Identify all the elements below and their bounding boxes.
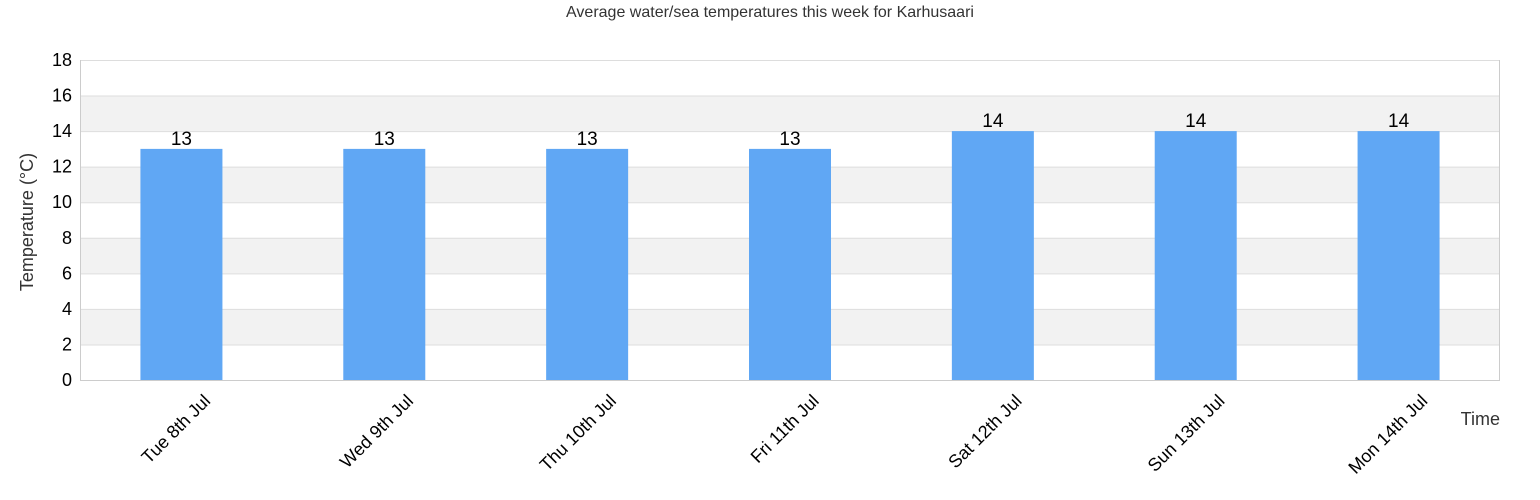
value-labels: 13 13 13 13 14 14 14 bbox=[171, 111, 1410, 150]
x-tick-label: Sun 13th Jul bbox=[1144, 391, 1229, 476]
bar-value-label: 13 bbox=[577, 129, 598, 150]
bars bbox=[140, 131, 1440, 380]
x-tick-label: Wed 9th Jul bbox=[336, 391, 417, 472]
x-tick-label: Mon 14th Jul bbox=[1344, 391, 1431, 478]
bar-value-label: 14 bbox=[982, 111, 1004, 132]
y-tick-label: 6 bbox=[62, 263, 72, 283]
x-tick-label: Thu 10th Jul bbox=[536, 391, 620, 475]
y-tick-label: 10 bbox=[52, 192, 72, 212]
bar bbox=[140, 148, 223, 380]
bar bbox=[1154, 131, 1237, 380]
bar bbox=[749, 148, 831, 380]
chart-title: Average water/sea temperatures this week… bbox=[566, 4, 974, 21]
y-tick-label: 2 bbox=[62, 334, 72, 354]
y-tick-label: 18 bbox=[52, 50, 72, 70]
x-tick-label: Sat 12th Jul bbox=[944, 391, 1025, 472]
x-axis-ticks: Tue 8th Jul Wed 9th Jul Thu 10th Jul Fri 11… bbox=[138, 391, 1432, 478]
y-tick-label: 12 bbox=[52, 157, 72, 177]
y-tick-label: 8 bbox=[62, 228, 72, 248]
bar-value-label: 14 bbox=[1185, 111, 1207, 132]
bar bbox=[951, 131, 1034, 380]
bar-value-label: 14 bbox=[1388, 111, 1410, 132]
bar-value-label: 13 bbox=[374, 129, 395, 150]
bar-value-label: 13 bbox=[779, 129, 800, 150]
bar bbox=[546, 148, 629, 380]
y-tick-label: 14 bbox=[52, 121, 72, 141]
bar bbox=[1357, 131, 1440, 380]
bar bbox=[343, 148, 426, 380]
bar-value-label: 13 bbox=[171, 129, 192, 150]
y-tick-label: 0 bbox=[62, 370, 72, 390]
x-tick-label: Tue 8th Jul bbox=[138, 391, 215, 468]
y-axis-ticks: 0 2 4 6 8 10 12 14 16 18 bbox=[52, 50, 72, 390]
background-band bbox=[80, 60, 1500, 96]
y-tick-label: 4 bbox=[62, 299, 72, 319]
y-tick-label: 16 bbox=[52, 86, 72, 106]
background-band bbox=[80, 95, 1500, 132]
y-axis-label: Temperature (°C) bbox=[17, 153, 37, 291]
x-axis-label: Time bbox=[1461, 409, 1500, 429]
x-tick-label: Fri 11th Jul bbox=[747, 391, 823, 467]
